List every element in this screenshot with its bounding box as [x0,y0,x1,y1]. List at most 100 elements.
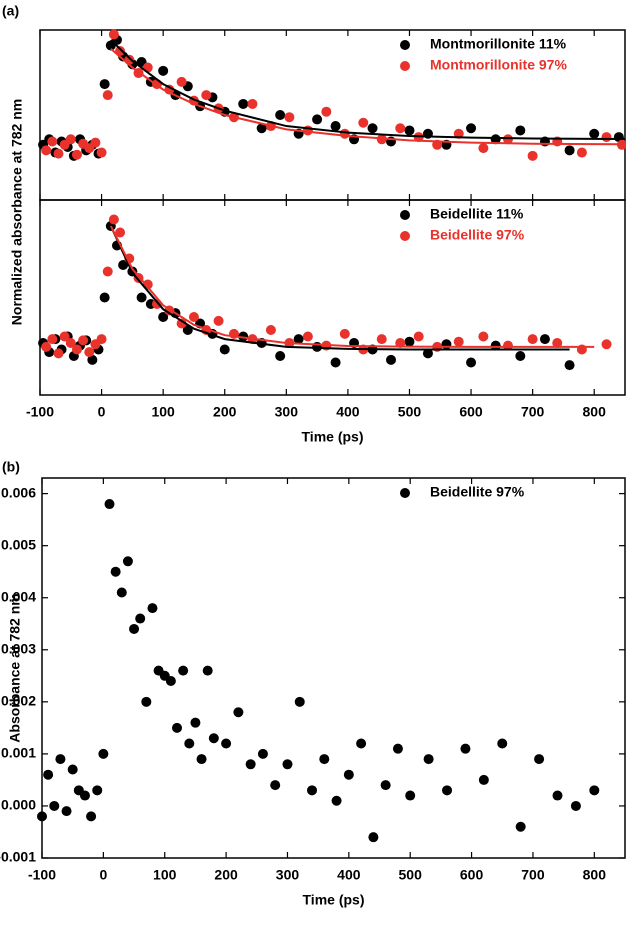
data-point [92,785,103,796]
data-point [282,759,293,770]
data-point [67,764,78,775]
data-point [115,227,126,238]
data-point [294,696,305,707]
data-point [53,148,64,159]
legend-label: Montmorillonite 97% [430,57,567,73]
panel-label: (a) [2,3,19,19]
data-point [460,743,471,754]
data-point [96,147,107,158]
data-point [395,123,406,134]
data-point [275,351,286,361]
data-point [49,800,60,811]
x-tick-label: 800 [583,404,607,420]
legend-label: Beidellite 97% [430,227,525,243]
data-point [108,214,119,225]
data-point [247,98,258,109]
plot-frame [41,477,626,859]
y-tick-label: 0.002 [1,693,36,709]
x-tick-label: 500 [399,867,423,883]
data-point [141,696,152,707]
data-point [490,134,501,145]
x-tick-label: 400 [336,404,360,420]
data-point [47,334,58,345]
fit-curve [109,225,570,351]
x-tick-label: 400 [337,867,361,883]
data-point [37,811,47,822]
panel-label: (b) [2,459,20,475]
y-tick-label: 0.003 [1,640,36,656]
data-point [65,338,76,348]
x-tick-label: 0 [98,404,106,420]
data-point [79,790,90,801]
data-point [515,351,526,361]
legend-marker [400,488,410,498]
data-point [564,145,575,156]
data-point [376,334,387,345]
legend-marker [400,231,410,241]
data-point [490,340,501,351]
data-point [466,357,477,368]
data-point [172,722,183,733]
data-point [41,341,52,352]
data-point [238,331,249,342]
data-point [368,832,379,843]
data-point [527,150,538,161]
data-point [61,806,72,817]
data-point [55,754,66,765]
data-point [124,54,135,65]
data-point [65,134,76,145]
data-point [284,112,295,123]
data-point [233,707,244,718]
data-point [380,780,391,791]
legend-marker [400,61,410,71]
legend-marker [400,40,410,50]
data-point [59,331,70,342]
legend-label: Montmorillonite 11% [430,36,567,52]
data-point [201,90,212,101]
data-point [601,339,612,350]
data-point [404,125,415,136]
data-point [108,29,119,40]
data-point [601,132,612,143]
data-point [47,136,58,147]
data-point [165,676,176,687]
data-point [238,98,249,109]
data-point [307,785,318,796]
x-tick-label: -100 [26,404,54,420]
data-point [497,738,508,749]
x-tick-label: 200 [213,404,237,420]
data-point [386,354,396,365]
fit-curve [109,225,595,348]
data-point [478,331,489,342]
data-point [176,76,187,87]
data-point [219,344,230,355]
data-point [256,123,267,134]
data-point [116,587,127,598]
data-point [202,665,213,676]
data-point [136,292,147,303]
data-point [356,738,367,749]
x-axis-label: Time (ps) [303,892,365,908]
data-point [589,128,600,139]
data-point [110,566,121,577]
data-point [339,328,350,339]
data-point [358,117,369,128]
data-point [503,134,513,145]
data-point [188,312,199,322]
data-point [135,613,146,624]
data-point [98,748,109,759]
fit-curve [110,48,626,146]
data-point [122,556,133,567]
x-axis-label: Time (ps) [302,429,364,445]
data-point [270,780,281,791]
data-point [503,340,513,351]
data-point [552,790,563,801]
data-point [257,748,268,759]
x-tick-label: 500 [398,404,422,420]
data-point [190,717,201,728]
x-tick-label: 700 [521,867,545,883]
plot-frame [39,199,626,396]
data-point [43,769,54,780]
